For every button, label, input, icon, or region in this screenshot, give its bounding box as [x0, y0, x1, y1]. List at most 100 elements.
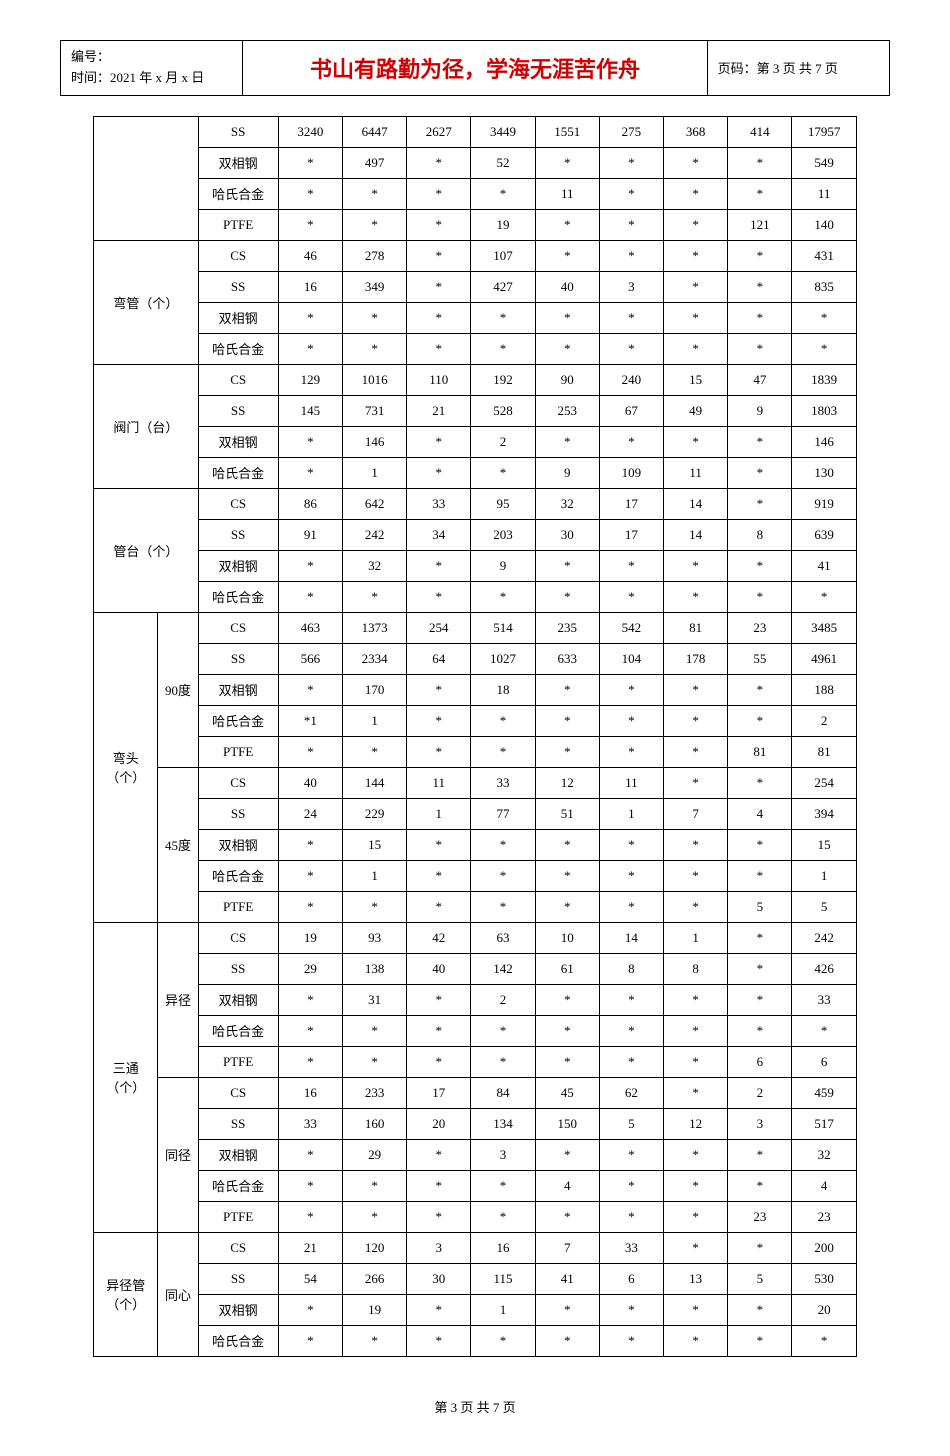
table-cell: 549: [792, 147, 856, 178]
table-cell: 4: [535, 1170, 599, 1201]
table-row: 45度CS4014411331211**254: [94, 767, 857, 798]
table-cell: 11: [792, 178, 856, 209]
table-cell: 3: [728, 1108, 792, 1139]
table-cell: *: [278, 178, 342, 209]
table-cell: 23: [728, 612, 792, 643]
table-cell: *: [599, 1170, 663, 1201]
table-cell: 40: [535, 271, 599, 302]
table-cell: 异径管（个）: [94, 1232, 158, 1356]
table-cell: 哈氏合金: [198, 581, 278, 612]
table-cell: *: [792, 302, 856, 333]
table-cell: 33: [278, 1108, 342, 1139]
table-cell: 14: [664, 488, 728, 519]
table-cell: *: [664, 1201, 728, 1232]
table-cell: 9: [728, 395, 792, 426]
table-cell: *: [664, 178, 728, 209]
table-row: 哈氏合金****4***4: [94, 1170, 857, 1201]
table-row: 哈氏合金****11***11: [94, 178, 857, 209]
table-row: 哈氏合金*11******2: [94, 705, 857, 736]
table-cell: *: [728, 984, 792, 1015]
table-cell: 5: [599, 1108, 663, 1139]
table-row: 哈氏合金*1******1: [94, 860, 857, 891]
table-cell: *: [471, 829, 535, 860]
table-cell: *: [535, 147, 599, 178]
table-cell: *: [728, 178, 792, 209]
table-cell: *: [407, 1170, 471, 1201]
table-cell: 414: [728, 116, 792, 147]
table-cell: *: [407, 426, 471, 457]
table-cell: *: [599, 147, 663, 178]
table-cell: 170: [343, 674, 407, 705]
table-cell: 542: [599, 612, 663, 643]
table-cell: 双相钢: [198, 302, 278, 333]
table-cell: *: [278, 1015, 342, 1046]
table-cell: *: [664, 1325, 728, 1356]
table-cell: 93: [343, 922, 407, 953]
table-cell: 14: [599, 922, 663, 953]
table-cell: 109: [599, 457, 663, 488]
table-cell: PTFE: [198, 891, 278, 922]
table-cell: 134: [471, 1108, 535, 1139]
table-row: SS5662334641027633104178554961: [94, 643, 857, 674]
table-row: PTFE*******66: [94, 1046, 857, 1077]
table-cell: 4: [728, 798, 792, 829]
table-cell: 双相钢: [198, 550, 278, 581]
table-cell: *: [407, 581, 471, 612]
table-cell: 3449: [471, 116, 535, 147]
table-cell: *: [792, 333, 856, 364]
table-cell: *: [535, 1325, 599, 1356]
table-cell: 33: [599, 1232, 663, 1263]
data-table: SS3240644726273449155127536841417957双相钢*…: [93, 116, 857, 1357]
table-row: SS91242342033017148639: [94, 519, 857, 550]
table-cell: *: [728, 922, 792, 953]
table-cell: *: [664, 1015, 728, 1046]
table-cell: 7: [664, 798, 728, 829]
table-cell: 639: [792, 519, 856, 550]
table-cell: *: [407, 860, 471, 891]
table-cell: 14: [664, 519, 728, 550]
table-cell: *: [407, 1325, 471, 1356]
table-cell: *: [535, 240, 599, 271]
table-cell: *: [599, 860, 663, 891]
table-cell: 19: [278, 922, 342, 953]
table-cell: *: [343, 1325, 407, 1356]
table-cell: CS: [198, 767, 278, 798]
table-cell: *: [278, 891, 342, 922]
header-motto: 书山有路勤为径，学海无涯苦作舟: [243, 41, 707, 96]
table-cell: *: [664, 302, 728, 333]
table-row: 双相钢*170*18****188: [94, 674, 857, 705]
table-cell: 1551: [535, 116, 599, 147]
table-cell: *: [343, 736, 407, 767]
table-cell: *: [535, 1139, 599, 1170]
table-cell: 阀门（台）: [94, 364, 198, 488]
table-cell: *: [407, 1201, 471, 1232]
table-cell: 275: [599, 116, 663, 147]
table-cell: 5: [728, 891, 792, 922]
table-cell: *: [343, 1015, 407, 1046]
table-row: 双相钢*19*1****20: [94, 1294, 857, 1325]
table-cell: *: [471, 457, 535, 488]
table-cell: 86: [278, 488, 342, 519]
table-cell: *: [664, 767, 728, 798]
table-cell: SS: [198, 116, 278, 147]
table-cell: *: [599, 209, 663, 240]
table-cell: *: [535, 581, 599, 612]
table-cell: 2: [728, 1077, 792, 1108]
table-cell: 15: [343, 829, 407, 860]
table-row: SS3240644726273449155127536841417957: [94, 116, 857, 147]
table-cell: 81: [664, 612, 728, 643]
table-cell: *: [343, 302, 407, 333]
table-cell: *: [471, 705, 535, 736]
table-cell: 1: [792, 860, 856, 891]
table-cell: *: [664, 984, 728, 1015]
table-cell: 弯管（个）: [94, 240, 198, 364]
table-cell: *: [599, 178, 663, 209]
table-cell: 394: [792, 798, 856, 829]
table-cell: *: [728, 271, 792, 302]
table-cell: *: [343, 581, 407, 612]
table-cell: 双相钢: [198, 829, 278, 860]
table-cell: 双相钢: [198, 1294, 278, 1325]
table-cell: 40: [278, 767, 342, 798]
table-cell: *: [599, 426, 663, 457]
table-row: SS16349*427403**835: [94, 271, 857, 302]
